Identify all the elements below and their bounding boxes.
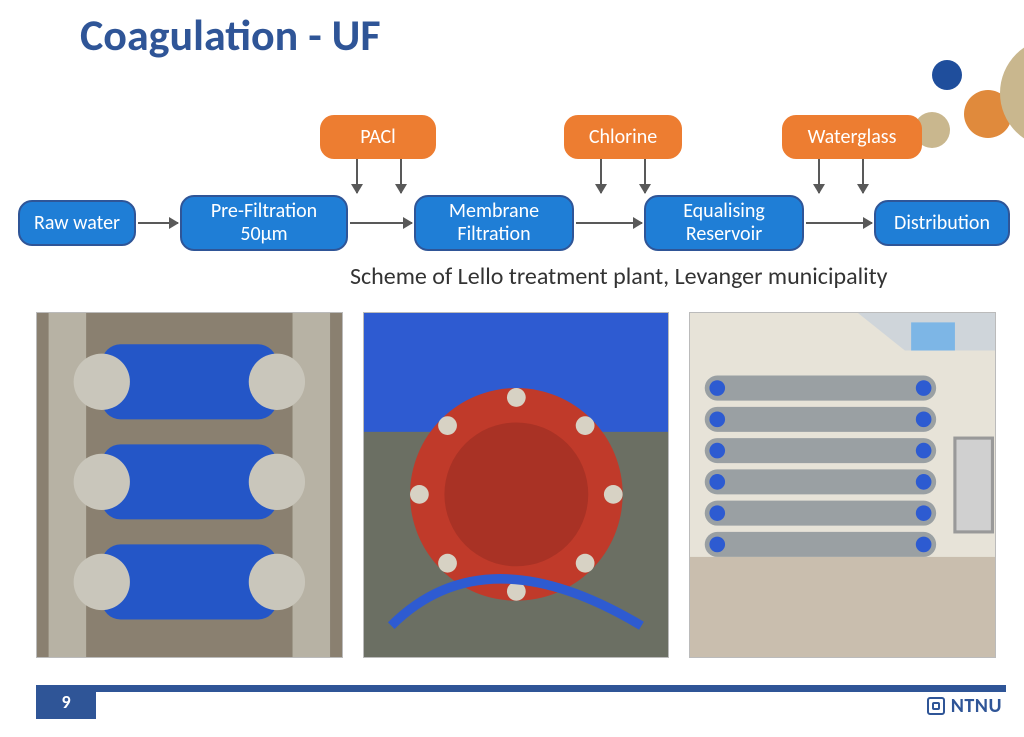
photo-1-pumps (36, 312, 343, 658)
diagram-caption: Scheme of Lello treatment plant, Levange… (350, 262, 887, 291)
arrow-wglass-down-1 (818, 159, 820, 193)
page-number: 9 (36, 685, 96, 719)
node-pacl: PACl (320, 115, 436, 159)
logo-text: NTNU (951, 694, 1002, 718)
photo-row (36, 312, 996, 658)
node-waterglass: Waterglass (782, 115, 922, 159)
arrow-pacl-down-1 (356, 159, 358, 193)
logo-icon (927, 697, 945, 715)
footer-bar (36, 685, 1006, 692)
arrow-memb-eq (576, 222, 642, 224)
node-label: Equalising Reservoir (683, 200, 765, 246)
arrow-pacl-down-2 (400, 159, 402, 193)
arrow-chlor-down-1 (600, 159, 602, 193)
ntnu-logo: NTNU (923, 692, 1006, 719)
node-distribution: Distribution (874, 200, 1010, 246)
node-chlorine: Chlorine (564, 115, 682, 159)
arrow-chlor-down-2 (644, 159, 646, 193)
slide-title: Coagulation - UF (80, 8, 381, 62)
process-flow-diagram: Raw water Pre-Filtration 50µm Membrane F… (0, 115, 1024, 275)
node-label: Pre-Filtration 50µm (211, 200, 317, 246)
arrow-eq-dist (806, 222, 872, 224)
arrow-raw-pre (138, 222, 178, 224)
node-raw-water: Raw water (18, 200, 136, 246)
photo-3-membrane-modules (689, 312, 996, 658)
node-equalising-reservoir: Equalising Reservoir (644, 195, 804, 251)
arrow-wglass-down-2 (862, 159, 864, 193)
arrow-pre-memb (350, 222, 412, 224)
node-membrane-filtration: Membrane Filtration (414, 195, 574, 251)
slide: Coagulation - UF Raw water Pre-Filtratio… (0, 0, 1024, 737)
node-pre-filtration: Pre-Filtration 50µm (180, 195, 348, 251)
deco-circle-dark (932, 60, 962, 90)
photo-2-red-valve (363, 312, 670, 658)
footer: 9 NTNU (36, 685, 1006, 719)
node-label: Membrane Filtration (449, 200, 539, 246)
